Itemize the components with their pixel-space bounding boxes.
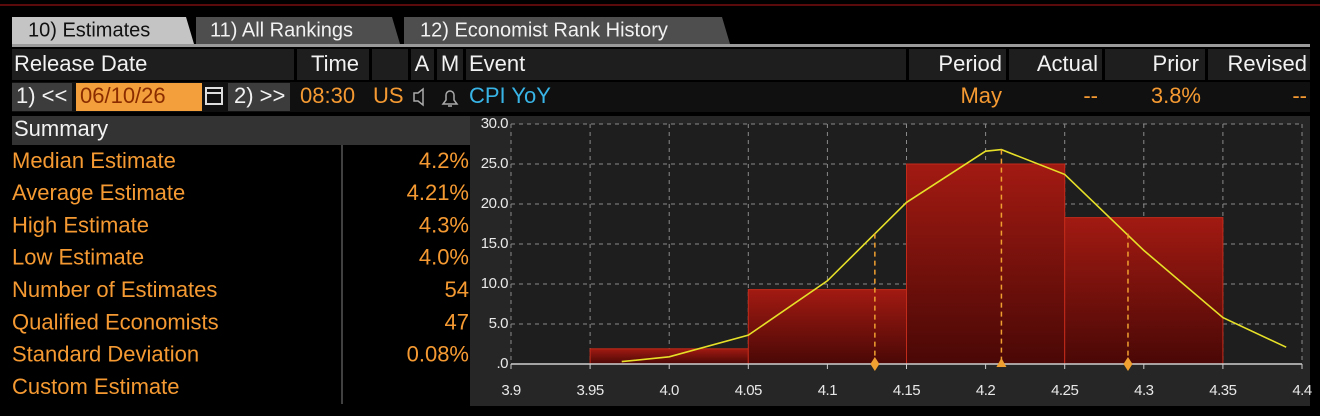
x-tick-label: 4.05 [735, 382, 762, 399]
summary-value: 4.0% [419, 245, 469, 270]
summary-label: Custom Estimate [12, 374, 180, 399]
summary-label: Number of Estimates [12, 277, 217, 302]
header-cell [372, 49, 408, 80]
header-cell [1105, 49, 1205, 80]
column-header: Period [938, 51, 1002, 76]
header-cell [12, 49, 294, 80]
x-tick-label: 4.1 [818, 382, 838, 399]
y-tick-label: 15.0 [481, 235, 508, 252]
y-tick-label: 10.0 [481, 275, 508, 292]
y-tick-label: .0 [496, 355, 508, 372]
header-cell [466, 49, 906, 80]
prior: 3.8% [1151, 83, 1201, 108]
x-tick-label: 4.35 [1209, 382, 1236, 399]
summary-label: Average Estimate [12, 180, 185, 205]
header-cell [437, 49, 463, 80]
country: US [373, 83, 404, 108]
next-button[interactable] [228, 83, 290, 111]
alert-icons[interactable] [413, 87, 459, 107]
tab[interactable] [404, 17, 730, 44]
summary-label: Median Estimate [12, 148, 176, 173]
tab-label[interactable]: 12) Economist Rank History [420, 19, 668, 41]
histogram-bar [906, 163, 1066, 365]
chart: .0 5.0 10.0 15.0 20.0 25.0 30.0 3.9 3.95 4.0 4.05 4… [481, 115, 1313, 399]
summary-value: 4.3% [419, 212, 469, 237]
header-cell [1208, 49, 1310, 80]
column-header: M [441, 51, 459, 76]
marker-symbol [1123, 357, 1133, 371]
summary-label: Low Estimate [12, 245, 144, 270]
calendar-icon[interactable] [205, 87, 223, 105]
summary-value: 54 [445, 277, 469, 302]
x-tick-label: 3.95 [576, 382, 603, 399]
y-tick-label: 25.0 [481, 155, 508, 172]
x-tick-label: 4.4 [1292, 382, 1312, 399]
summary-label: Qualified Economists [12, 309, 219, 334]
y-tick-label: 30.0 [481, 115, 508, 132]
revised: -- [1292, 83, 1307, 108]
header-row: Release Date Time A M Event Period Actua… [12, 49, 1310, 80]
distribution-curve [621, 148, 1287, 363]
column-header: Actual [1037, 51, 1098, 76]
summary-value: 4.21% [407, 180, 469, 205]
marker-symbol [996, 358, 1007, 367]
x-tick-label: 4.0 [660, 382, 680, 399]
summary-label: High Estimate [12, 212, 149, 237]
actual: -- [1083, 83, 1098, 108]
x-tick-label: 4.15 [893, 382, 920, 399]
column-header: Revised [1228, 51, 1307, 76]
next-button-label[interactable]: 2) >> [234, 83, 285, 108]
prev-button[interactable] [12, 83, 72, 111]
x-tick-label: 4.2 [976, 382, 996, 399]
column-header: Prior [1153, 51, 1199, 76]
release-time: 08:30 [300, 83, 355, 108]
histogram-bar [1064, 217, 1224, 365]
summary-title: Summary [14, 116, 108, 141]
marker-symbol [870, 357, 880, 371]
release-row: 1) << 06/10/26 2) >> 08:30 US CPI YoY Ma… [12, 82, 1310, 112]
prev-button-label[interactable]: 1) << [16, 83, 67, 108]
column-header: Event [469, 51, 525, 76]
summary-header [12, 116, 470, 145]
y-tick-label: 5.0 [489, 315, 509, 332]
tab[interactable] [196, 17, 400, 44]
date-field[interactable] [76, 83, 202, 111]
x-tick-label: 3.9 [501, 382, 521, 399]
y-tick-label: 20.0 [481, 195, 508, 212]
x-tick-label: 4.25 [1051, 382, 1078, 399]
header-cell [909, 49, 1006, 80]
tab[interactable] [12, 17, 194, 44]
tab-label[interactable]: 11) All Rankings [210, 19, 353, 41]
histogram-bar [747, 289, 907, 365]
column-header: A [415, 51, 430, 76]
header-cell [411, 49, 434, 80]
header-cell [1009, 49, 1102, 80]
date-value[interactable]: 06/10/26 [80, 83, 166, 108]
event-name[interactable]: CPI YoY [469, 83, 551, 108]
tab-underline [12, 44, 1310, 47]
column-header: Time [311, 51, 359, 76]
summary-value: 0.08% [407, 342, 469, 367]
column-header: Release Date [14, 51, 147, 76]
summary-value: 47 [445, 309, 469, 334]
header-cell [297, 49, 369, 80]
summary-value: 4.2% [419, 148, 469, 173]
tab-label[interactable]: 10) Estimates [28, 19, 150, 41]
x-tick-label: 4.3 [1134, 382, 1154, 399]
period: May [960, 83, 1002, 108]
summary-panel: Summary Median Estimate 4.2% Average Estim… [12, 116, 470, 404]
summary-label: Standard Deviation [12, 342, 199, 367]
